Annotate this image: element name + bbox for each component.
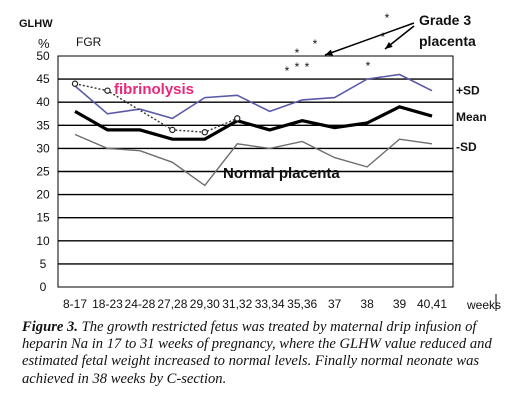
x-tick-label: 8-17 — [63, 297, 87, 311]
series-label: Mean — [456, 110, 487, 124]
annotation-grade3-line1: Grade 3 — [419, 12, 471, 28]
annotation-arrowhead — [325, 49, 333, 56]
significance-star: * — [305, 60, 310, 74]
y-axis-unit: % — [38, 36, 50, 51]
x-tick-label: 38 — [360, 297, 374, 311]
series-line-minus-sd — [74, 133, 433, 187]
series-label: -SD — [456, 140, 477, 154]
annotation-normal-placenta: Normal placenta — [223, 165, 340, 182]
y-axis-title: GLHW — [19, 18, 53, 30]
y-tick-label: 40 — [36, 95, 50, 109]
y-tick-label: 0 — [40, 280, 47, 294]
y-tick-label: 10 — [36, 234, 50, 248]
x-tick-label: 33,34 — [255, 297, 285, 311]
fgr-point — [234, 115, 241, 122]
x-tick-label: 27,28 — [157, 297, 187, 311]
fgr-point — [169, 126, 176, 134]
x-tick-label: 29,30 — [190, 297, 220, 311]
fgr-point — [104, 87, 111, 94]
significance-star: * — [295, 46, 300, 60]
y-tick-label: 50 — [36, 49, 50, 63]
plot-area: 0 5 10 15 20 25 30 35 40 45 50 8-17 18-23 24-28 27,28 2… — [36, 11, 501, 312]
x-tick-label: 31,32 — [222, 297, 252, 311]
x-axis-title: weeks — [466, 298, 501, 312]
y-tick-label: 5 — [40, 257, 47, 271]
y-tick-label: 30 — [36, 141, 50, 155]
significance-star: * — [366, 59, 371, 73]
y-tick-label: 25 — [36, 165, 50, 179]
y-tick-label: 35 — [36, 118, 50, 132]
fgr-point — [201, 129, 209, 136]
figure-caption: Figure 3. The growth restricted fetus wa… — [22, 319, 494, 388]
y-tick-label: 15 — [36, 211, 50, 225]
annotation-fibrinolysis: fibrinolysis — [114, 81, 194, 98]
fgr-point — [71, 80, 79, 87]
caption-label: Figure 3. — [22, 319, 78, 335]
significance-star: * — [295, 60, 300, 74]
x-tick-label: 37 — [328, 297, 342, 311]
x-tick-label: 35,36 — [287, 297, 317, 311]
chart: GLHW % 0 5 10 15 20 25 30 35 40 45 50 8-17 18-23 24-2… — [19, 11, 501, 312]
y-tick-label: 20 — [36, 188, 50, 202]
significance-star: * — [285, 64, 290, 78]
x-tick-label: 40,41 — [417, 297, 447, 311]
significance-star: * — [313, 37, 318, 51]
x-tick-label: 39 — [393, 297, 407, 311]
caption-text: The growth restricted fetus was treated … — [22, 319, 492, 387]
series-line-plusminus-sd — [74, 73, 433, 120]
annotation-arrowhead — [385, 41, 393, 49]
series-line-mean — [74, 105, 433, 141]
annotation-grade3-line2: placenta — [419, 33, 476, 49]
significance-star: * — [385, 11, 390, 25]
x-tick-label: 24-28 — [125, 297, 156, 311]
significance-star: * — [381, 30, 386, 44]
annotation-arrow — [324, 22, 415, 56]
annotation-fgr: FGR — [76, 35, 102, 49]
series-label: +SD — [456, 84, 480, 98]
x-tick-label: 18-23 — [92, 297, 123, 311]
y-tick-label: 45 — [36, 72, 50, 86]
